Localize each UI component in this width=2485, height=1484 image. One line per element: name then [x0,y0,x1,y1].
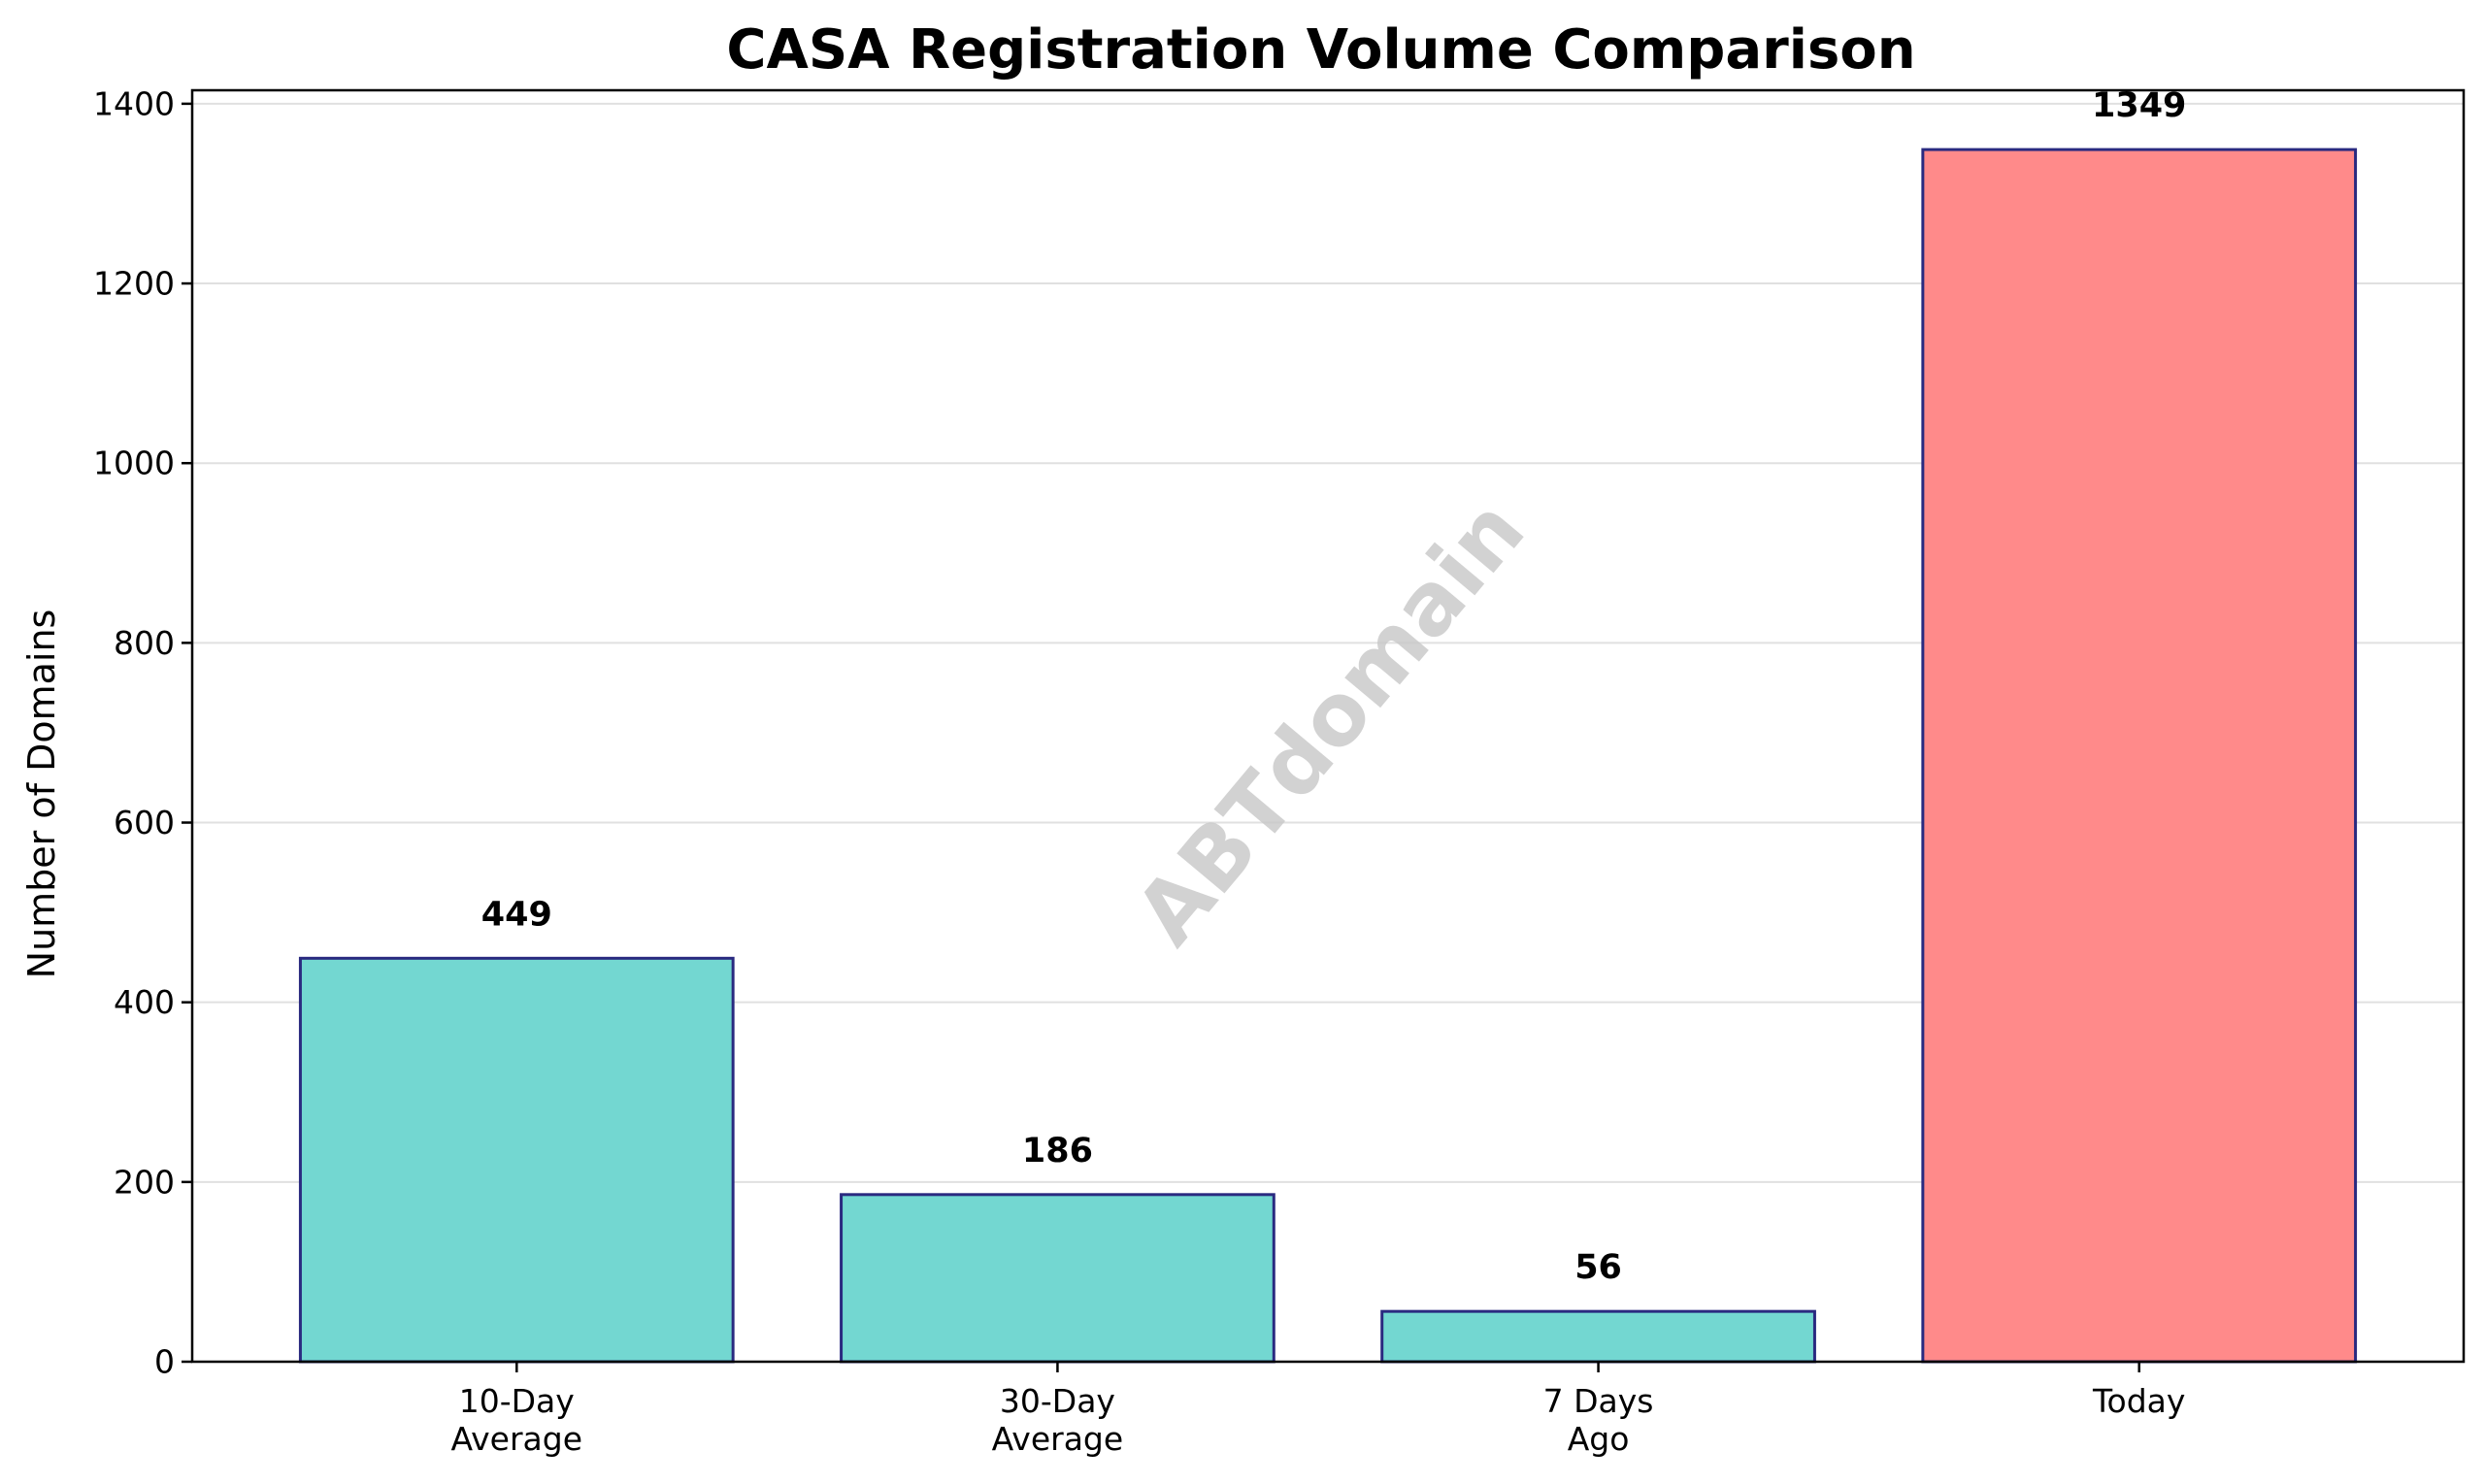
x-tick-label: Ago [1568,1420,1630,1458]
watermark: ABTdomain [1116,480,1544,963]
data-label: 56 [1574,1248,1622,1287]
data-label: 186 [1022,1132,1093,1171]
y-axis-ticks: 0 200 400 600 800 1000 1200 1400 [93,84,192,1381]
y-tick-label: 1000 [93,445,175,482]
y-tick-label: 1400 [93,84,175,122]
bars [298,148,2358,1364]
y-tick-label: 0 [154,1343,175,1381]
y-tick-label: 600 [114,804,175,841]
y-tick-label: 800 [114,624,175,662]
data-label: 449 [481,895,552,934]
y-tick-label: 1200 [93,265,175,303]
value-labels: 449 186 56 1349 [481,86,2187,1287]
bar [840,1193,1276,1364]
chart-title: CASA Registration Volume Comparison [726,18,1915,82]
x-tick-label: Average [992,1420,1124,1458]
plot-frame [190,88,2466,1364]
x-tick-label: 10-Day [459,1382,575,1420]
data-label: 1349 [2092,86,2186,125]
x-tick-label: Average [451,1420,583,1458]
bar [1921,148,2358,1364]
y-tick-label: 400 [114,983,175,1021]
x-tick-label: 30-Day [1000,1382,1115,1420]
bar [298,956,735,1364]
x-tick-label: 7 Days [1543,1382,1654,1420]
y-axis-label: Number of Domains [20,610,63,979]
y-tick-label: 200 [114,1163,175,1201]
bar [1380,1309,1816,1364]
x-tick-label: Today [2092,1382,2185,1420]
watermark-layer: ABTdomain [1116,480,1544,963]
